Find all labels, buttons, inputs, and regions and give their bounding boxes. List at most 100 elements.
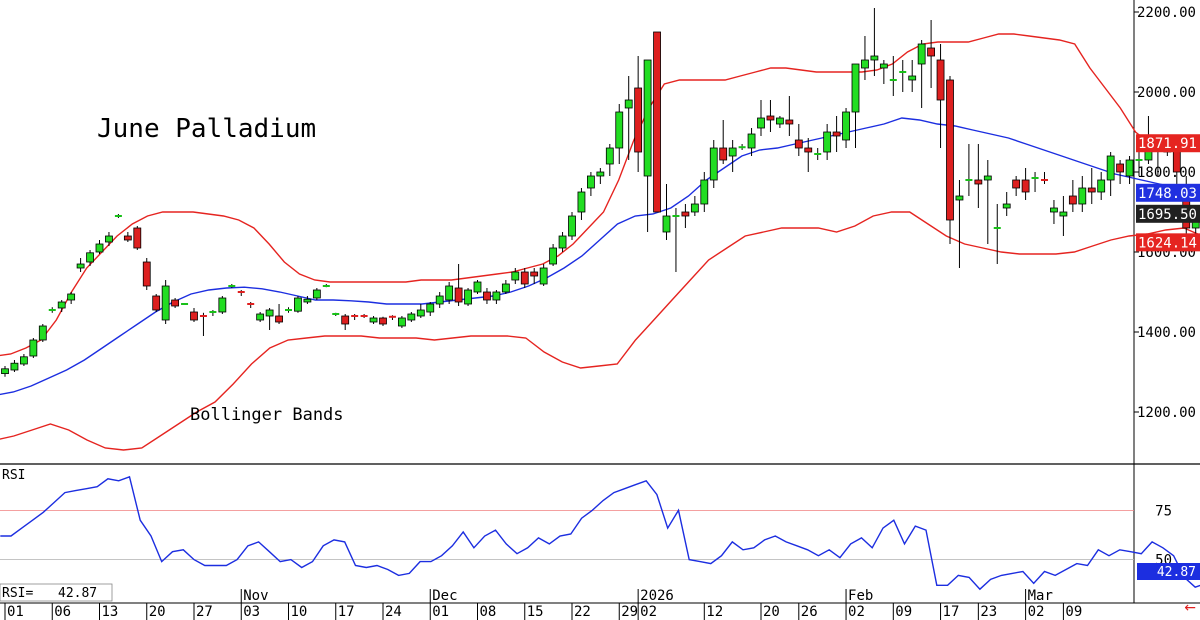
candle [889, 56, 897, 96]
candle [615, 104, 624, 164]
candle [199, 312, 207, 336]
bollinger-upper-band [0, 33, 1200, 357]
rsi-label: RSI [2, 468, 25, 483]
candle [237, 290, 245, 296]
candle-body [539, 267, 548, 285]
candle [426, 302, 435, 316]
candle [936, 44, 945, 148]
candle [1021, 168, 1030, 200]
candle-body [379, 317, 387, 325]
candle [256, 312, 265, 322]
candle [285, 307, 292, 313]
scroll-left-arrow-icon[interactable]: ← [1184, 600, 1196, 616]
candle [171, 298, 180, 308]
candle-body [473, 281, 482, 293]
candle-body [634, 87, 643, 153]
candle [690, 196, 699, 216]
candle [10, 360, 19, 372]
candle [643, 59, 652, 232]
candle-body [558, 235, 567, 249]
candle [416, 304, 425, 318]
candle-body [974, 179, 983, 185]
candle [1097, 172, 1106, 200]
candle-body [832, 131, 841, 137]
candle-body [946, 79, 954, 221]
candle [596, 168, 605, 184]
time-tick-label: 26 [801, 604, 818, 620]
price-tag-text: 1695.50 [1138, 207, 1197, 223]
candle [804, 138, 813, 172]
candle [369, 316, 378, 324]
price-tick-label: 1800.00 [1137, 165, 1196, 181]
candle [539, 264, 548, 286]
candle [520, 268, 529, 288]
candle [794, 124, 803, 156]
candle [1050, 200, 1058, 224]
candle [1116, 160, 1124, 184]
price-tags: 1871.91 1748.03 1695.50 1624.14 [1136, 134, 1200, 252]
candle-body [577, 191, 586, 213]
candle-body [1125, 159, 1134, 177]
candle [161, 280, 170, 324]
candle [322, 284, 330, 288]
candle-body [596, 171, 605, 177]
candle [1002, 192, 1011, 216]
candle-body [879, 63, 888, 69]
time-tick-label: 20 [763, 604, 780, 620]
candlesticks [1, 8, 1200, 377]
rsi-readout: RSI= 42.87 [0, 583, 113, 602]
candle [908, 60, 917, 92]
candle-body [171, 299, 180, 307]
candle [1, 366, 9, 377]
candle [454, 264, 463, 306]
candle-body [605, 147, 614, 165]
candle-body [861, 59, 869, 69]
time-axis: 01 06 13 20 27 03 10 17 24 01 08 15 22 29 02 12 20 26 02 09… [4, 588, 1082, 620]
candle-body [303, 298, 312, 303]
candle-body [464, 289, 472, 305]
price-tag-box [1136, 233, 1200, 252]
rsi-line [0, 475, 1200, 591]
candle [76, 258, 85, 272]
candle [86, 250, 94, 266]
candle-body [454, 287, 463, 303]
candle [983, 160, 992, 244]
candle [1041, 172, 1048, 184]
rsi-current-tag-text: 42.87 [1157, 565, 1196, 580]
candle-body [294, 297, 302, 312]
candle [511, 268, 520, 284]
candle-body [369, 317, 378, 323]
candle [861, 36, 869, 80]
candle [332, 312, 340, 316]
candle [1068, 180, 1077, 212]
candle-body [615, 111, 624, 149]
rsi-current-tag: 42.87 [1137, 563, 1200, 580]
candle [445, 282, 454, 304]
month-label: Mar [1028, 588, 1053, 604]
month-label: 2026 [640, 588, 674, 604]
candle [1106, 152, 1115, 196]
candle [568, 212, 576, 240]
candle [388, 315, 396, 320]
candle-body [86, 252, 94, 263]
price-tick-label: 2200.00 [1137, 5, 1196, 21]
candle [1059, 196, 1068, 236]
candle-body [653, 31, 661, 213]
candle [247, 302, 255, 308]
candle [700, 172, 709, 212]
candle [899, 60, 907, 92]
candle-body [275, 315, 283, 323]
candle-body [936, 59, 945, 101]
candle-body [95, 243, 104, 253]
candle [1125, 156, 1134, 184]
candle [19, 354, 28, 366]
candle-body [105, 235, 113, 243]
candle [181, 303, 189, 305]
candle [133, 226, 142, 250]
candle-body [133, 227, 142, 249]
candle [360, 314, 368, 318]
candle [955, 180, 964, 268]
candle [587, 172, 595, 196]
candle-body [407, 313, 416, 321]
candle [492, 290, 501, 304]
